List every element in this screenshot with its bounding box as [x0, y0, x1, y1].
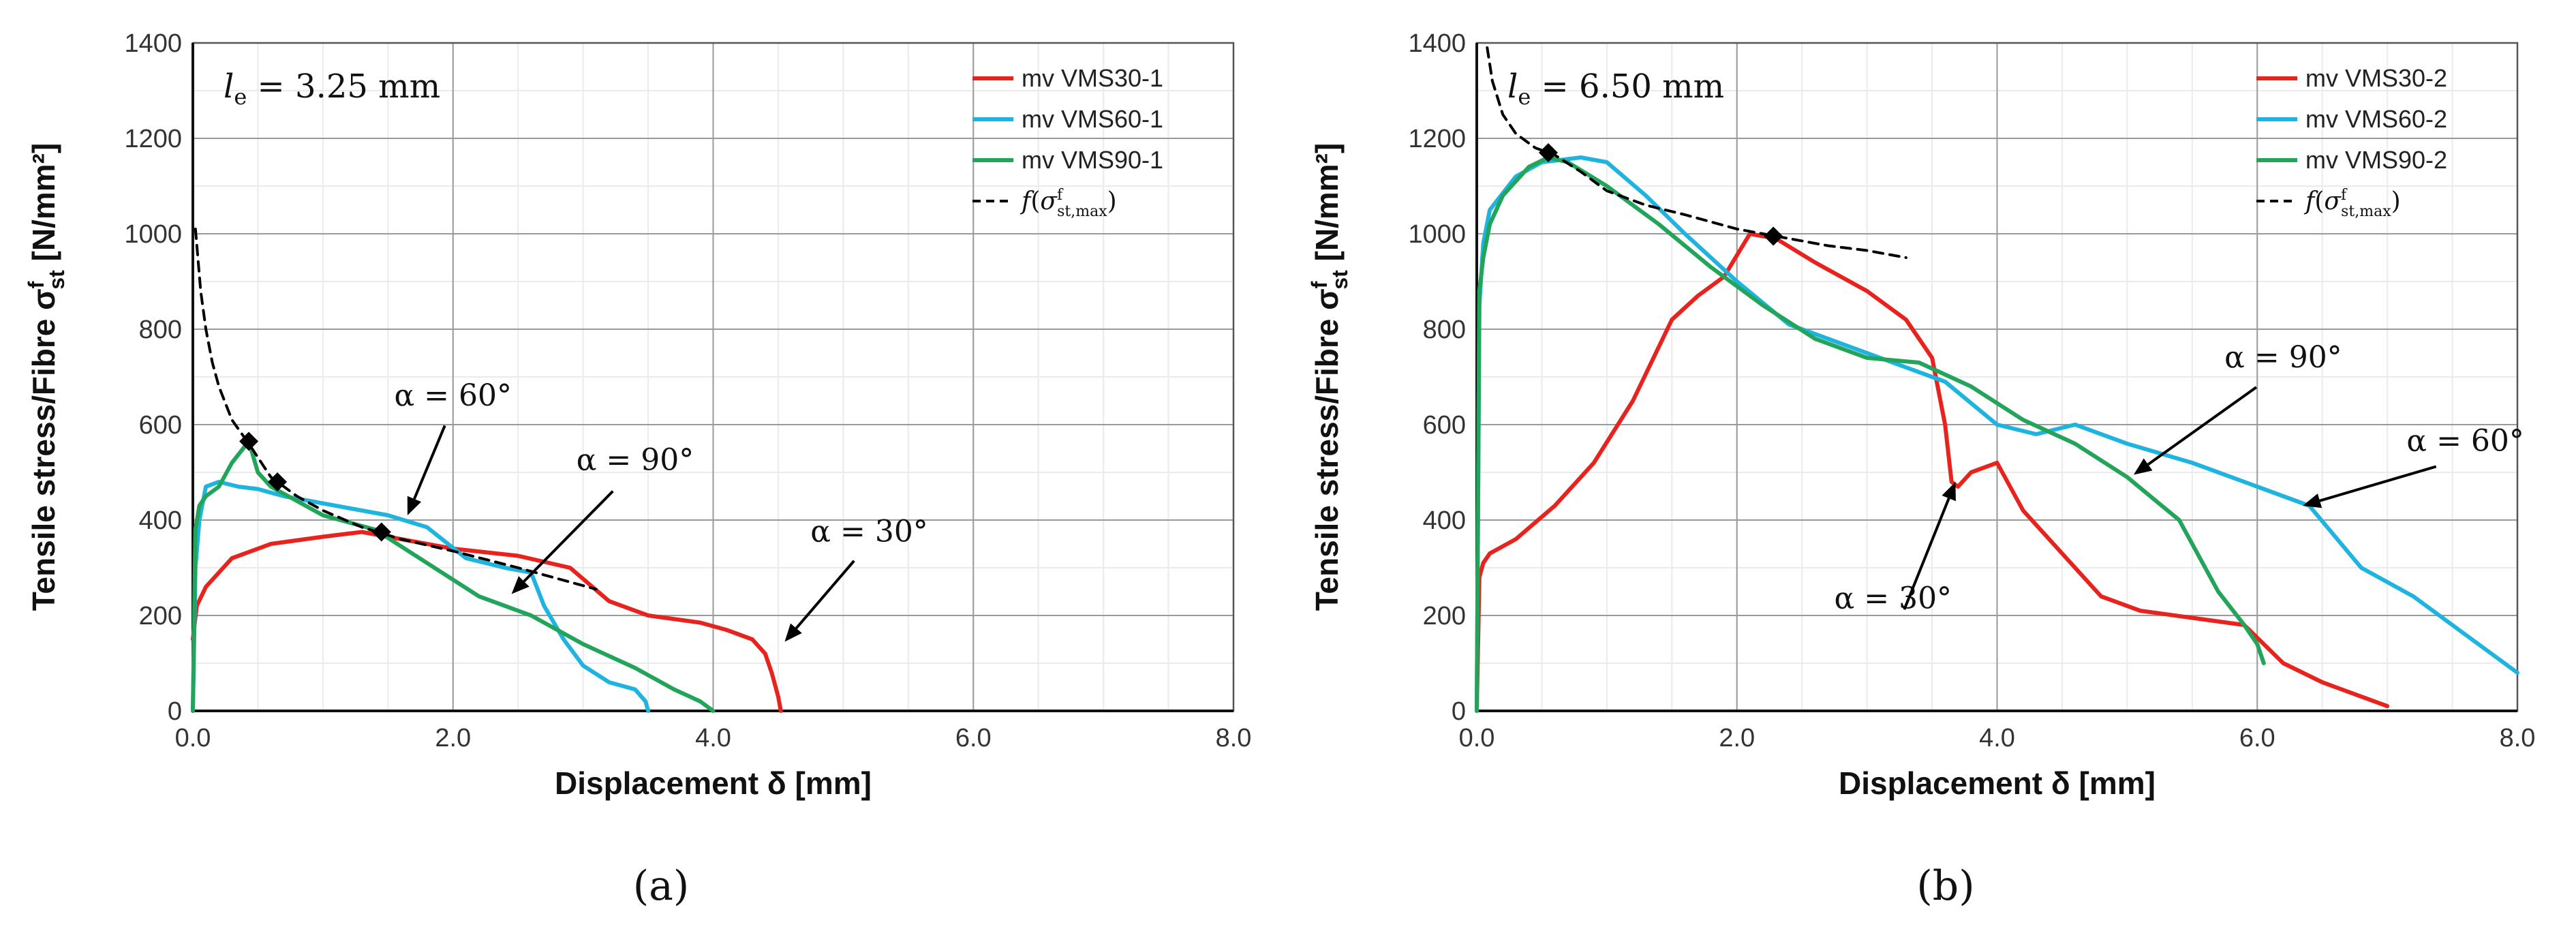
effective-length-label: le = 6.50 mm — [1507, 67, 1724, 110]
max-stress-marker — [1764, 226, 1783, 246]
max-stress-marker — [239, 431, 259, 451]
series-line — [1475, 155, 2266, 713]
y-tick-label: 1000 — [124, 220, 182, 249]
legend-label: mv VMS60-1 — [1022, 105, 1163, 133]
y-axis-label-main: Tensile stress/Fibre σ — [1309, 288, 1345, 611]
angle-annotation-label: α = 30° — [810, 515, 928, 549]
annotation-arrow-shaft — [413, 425, 446, 500]
x-tick-label: 4.0 — [695, 724, 731, 752]
x-axis-label: Displacement δ [mm] — [555, 765, 872, 801]
x-tick-label: 8.0 — [2500, 724, 2536, 752]
y-tick-label: 0 — [168, 697, 182, 726]
annotation-arrow-shaft — [1903, 498, 1950, 610]
legend-fn-sup: f — [2341, 187, 2348, 204]
annotation-arrow-head — [2303, 493, 2322, 508]
le-subscript: e — [1518, 84, 1531, 110]
y-tick-label: 600 — [139, 411, 182, 440]
legend-label: mv VMS90-1 — [1022, 146, 1163, 174]
max-stress-marker — [1538, 143, 1558, 162]
angle-annotation-label: α = 60° — [394, 378, 512, 413]
x-tick-label: 2.0 — [435, 724, 471, 752]
legend-fn-paren-close: ) — [1107, 187, 1117, 215]
y-tick-label: 200 — [139, 602, 182, 630]
x-tick-label: 4.0 — [1979, 724, 2015, 752]
annotation-arrow-head — [784, 623, 802, 642]
x-tick-label: 6.0 — [955, 724, 992, 752]
y-axis-label-main: Tensile stress/Fibre σ — [26, 288, 61, 611]
annotation-arrow-head — [407, 496, 422, 515]
annotation-arrow-head — [511, 576, 530, 594]
y-tick-label: 1200 — [124, 125, 182, 153]
legend-fn-paren-close: ) — [2391, 187, 2401, 215]
x-tick-label: 6.0 — [2239, 724, 2275, 752]
y-axis-label-sub: st — [1328, 270, 1352, 290]
y-tick-label: 1000 — [1408, 220, 1466, 249]
series-line — [191, 480, 651, 713]
le-subscript: e — [234, 84, 247, 110]
y-axis-label-sub: st — [44, 270, 69, 290]
legend-label-function: f(σf st,max) — [1019, 187, 1117, 220]
angle-annotation-label: α = 90° — [2224, 340, 2342, 375]
angle-annotation-label: α = 90° — [577, 443, 694, 478]
y-tick-label: 1400 — [1408, 29, 1466, 58]
annotation-arrow-head — [2133, 458, 2153, 475]
legend-label: mv VMS90-2 — [2305, 146, 2447, 174]
y-tick-label: 0 — [1452, 697, 1466, 726]
x-tick-label: 2.0 — [1719, 724, 1755, 752]
legend-fn-sub: st,max — [1057, 203, 1107, 220]
legend-fn-paren-open: ( — [1030, 187, 1040, 215]
y-tick-label: 800 — [1423, 316, 1466, 344]
le-symbol: l — [224, 67, 234, 106]
y-tick-label: 800 — [139, 316, 182, 344]
y-tick-label: 1400 — [124, 29, 182, 58]
effective-length-label: le = 3.25 mm — [224, 67, 440, 110]
y-tick-label: 400 — [139, 506, 182, 535]
series-line — [1486, 46, 1907, 259]
y-tick-label: 400 — [1423, 506, 1466, 535]
series-line — [194, 228, 598, 591]
y-axis-label-sup: f — [24, 281, 48, 288]
x-tick-label: 8.0 — [1216, 724, 1252, 752]
max-stress-marker — [371, 522, 391, 542]
angle-annotation-label: α = 30° — [1835, 581, 1952, 616]
y-tick-label: 200 — [1423, 602, 1466, 630]
series-line — [1475, 232, 2390, 713]
max-stress-marker — [268, 472, 288, 491]
annotation-arrow-shaft — [795, 560, 855, 630]
legend-fn-sub: st,max — [2341, 203, 2391, 220]
panel-caption: (b) — [1916, 862, 1974, 910]
legend-fn-sigma: σ — [2324, 187, 2342, 215]
y-axis-label: Tensile stress/Fibre σfst [N/mm²] — [1307, 143, 1352, 611]
y-axis-label-unit: [N/mm²] — [26, 143, 61, 271]
legend-fn-paren-open: ( — [2314, 187, 2324, 215]
legend-fn-sigma: σ — [1040, 187, 1058, 215]
legend-label: mv VMS60-2 — [2305, 105, 2447, 133]
le-value: = 6.50 mm — [1531, 67, 1724, 106]
legend-fn-sup: f — [1057, 187, 1064, 204]
x-tick-label: 0.0 — [175, 724, 211, 752]
chart-panel-a: 0.0 2.0 4.0 6.0 8.0 0 200 400 600 800 1000 1200 1400… — [24, 29, 1251, 910]
annotation-arrow-shaft — [523, 490, 614, 583]
panel-caption: (a) — [633, 862, 690, 910]
series-line — [191, 439, 716, 713]
annotation-arrow-shaft — [2147, 386, 2258, 466]
legend-label: mv VMS30-1 — [1022, 64, 1163, 92]
x-tick-label: 0.0 — [1459, 724, 1495, 752]
y-axis-label-unit: [N/mm²] — [1309, 143, 1345, 271]
y-tick-label: 600 — [1423, 411, 1466, 440]
angle-annotation-label: α = 60° — [2406, 424, 2524, 459]
annotation-arrow-shaft — [2319, 465, 2437, 502]
le-symbol: l — [1507, 67, 1518, 106]
x-axis-label: Displacement δ [mm] — [1839, 765, 2156, 801]
chart-panel-b: 0.0 2.0 4.0 6.0 8.0 0 200 400 600 800 1000 1200 1400… — [1307, 29, 2535, 910]
legend-label-function: f(σf st,max) — [2303, 187, 2401, 220]
le-value: = 3.25 mm — [247, 67, 440, 106]
y-tick-label: 1200 — [1408, 125, 1466, 153]
y-axis-label: Tensile stress/Fibre σfst [N/mm²] — [24, 143, 69, 611]
y-axis-label-sup: f — [1307, 281, 1332, 288]
legend-label: mv VMS30-2 — [2305, 64, 2447, 92]
annotation-arrow-head — [1942, 482, 1956, 502]
